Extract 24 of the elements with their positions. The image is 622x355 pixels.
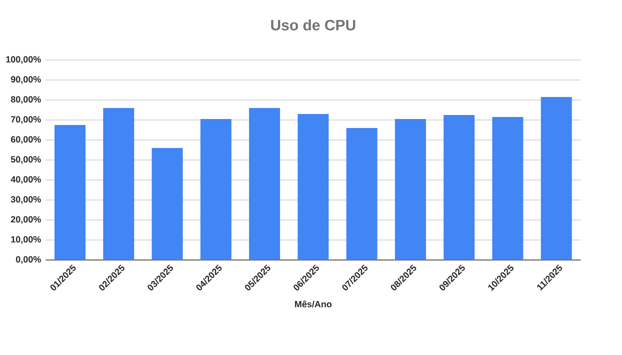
y-tick-label: 70,00%: [11, 116, 41, 124]
y-tick-label: 50,00%: [10, 156, 41, 164]
y-tick-label: 80,00%: [10, 96, 41, 104]
x-axis-title: Mês/Ano: [295, 300, 332, 308]
bar: [492, 116, 524, 260]
y-tick-label: 60,00%: [10, 136, 41, 144]
bar: [249, 108, 280, 260]
bar: [152, 148, 183, 260]
bar: [540, 96, 572, 260]
bar: [394, 118, 426, 260]
chart-title: Uso de CPU: [271, 19, 356, 30]
bar: [346, 128, 378, 260]
y-tick-label: 10,00%: [11, 236, 41, 244]
y-tick-label: 90,00%: [10, 76, 41, 84]
y-tick-label: 0,00%: [16, 256, 41, 264]
bar: [103, 108, 134, 260]
y-tick-label: 30,00%: [10, 196, 41, 204]
y-tick-label: 40,00%: [10, 176, 41, 184]
y-tick-label: 20,00%: [10, 216, 41, 224]
y-tick-label: 100,00%: [6, 56, 41, 64]
bar: [444, 114, 475, 260]
bar: [54, 124, 86, 260]
bar: [298, 114, 329, 260]
bar: [200, 118, 232, 260]
